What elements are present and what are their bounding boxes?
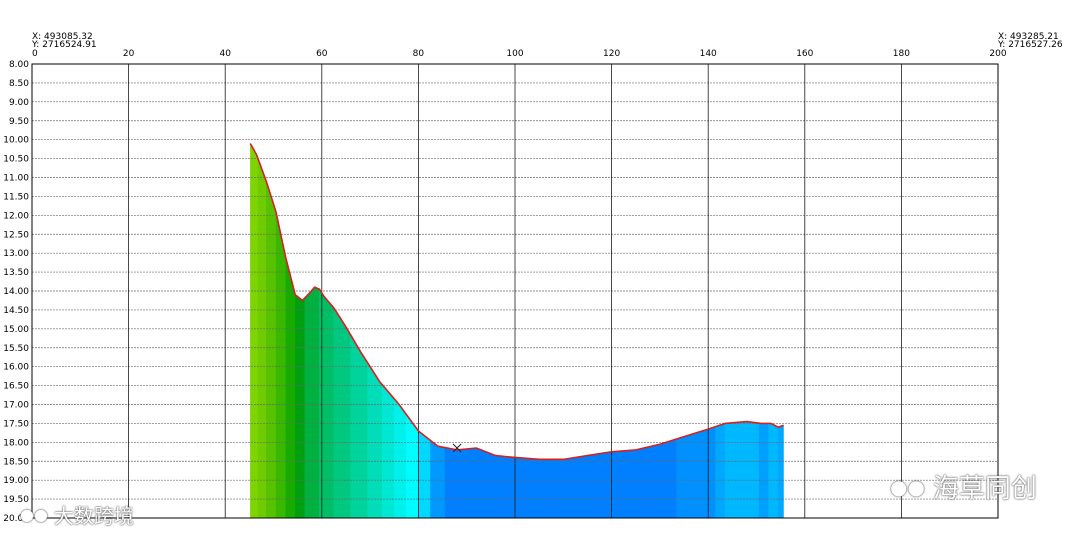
watermark-right-text: 海草同创 (932, 474, 1037, 504)
y-tick-label: 15.50 (3, 344, 29, 354)
y-tick-label: 17.00 (3, 401, 29, 411)
left-y-coordinate: Y: 2716524.91 (32, 40, 97, 50)
y-tick-label: 8.00 (9, 60, 29, 70)
fill-band (778, 425, 784, 519)
x-tick-label: 120 (603, 49, 620, 59)
watermark-left-text: 大数跨境 (53, 504, 134, 528)
y-tick-label: 8.50 (9, 79, 29, 89)
y-tick-label: 12.50 (3, 230, 29, 240)
fill-band (676, 426, 716, 519)
x-tick-label: 160 (796, 49, 813, 59)
y-tick-label: 9.50 (9, 117, 29, 127)
fill-band (444, 438, 677, 519)
fill-band (367, 362, 383, 519)
x-tick-label: 140 (700, 49, 717, 59)
fill-band (285, 256, 296, 519)
x-axis-labels: 0 20 40 60 80 100 120 140 160 180 200 (32, 49, 1007, 59)
watermark-right: ●● 海草同创 (890, 468, 1037, 505)
y-tick-label: 20.00 (3, 514, 29, 524)
fill-band (295, 294, 306, 519)
fill-band (430, 440, 446, 519)
x-tick-label: 180 (893, 49, 910, 59)
y-tick-label: 17.50 (3, 419, 29, 429)
x-tick-label: 0 (32, 49, 38, 59)
y-tick-label: 14.50 (3, 306, 29, 316)
y-tick-label: 15.00 (3, 325, 29, 335)
plot-frame (31, 63, 999, 519)
y-tick-label: 10.00 (3, 136, 29, 146)
y-tick-label: 16.50 (3, 382, 29, 392)
y-tick-label: 10.50 (3, 155, 29, 165)
y-tick-label: 13.50 (3, 268, 29, 278)
fill-band (304, 286, 320, 519)
fill-band (768, 423, 779, 519)
y-tick-label: 18.50 (3, 457, 29, 467)
fill-band (406, 413, 419, 519)
x-tick-label: 60 (316, 49, 328, 59)
y-tick-label: 11.50 (3, 192, 29, 202)
x-tick-label: 40 (219, 49, 231, 59)
y-tick-label: 11.00 (3, 174, 29, 184)
x-tick-label: 200 (989, 49, 1006, 59)
right-y-coordinate: Y: 2716527.26 (998, 40, 1063, 50)
right-x-coordinate: X: 493285.21 (998, 32, 1059, 42)
y-tick-label: 18.00 (3, 438, 29, 448)
fill-band (266, 181, 277, 519)
fill-band (394, 398, 407, 519)
y-tick-label: 13.00 (3, 249, 29, 259)
y-tick-label: 19.00 (3, 476, 29, 486)
y-tick-label: 14.00 (3, 287, 29, 297)
y-tick-label: 12.00 (3, 211, 29, 221)
fill-band (350, 334, 368, 519)
marker-stroke (452, 443, 462, 453)
fill-band (257, 158, 267, 519)
wechat-icon: ●● (20, 505, 48, 524)
left-x-coordinate: X: 493085.32 (32, 32, 93, 42)
y-tick-label: 16.00 (3, 363, 29, 373)
fill-band (250, 142, 259, 519)
y-tick-label: 9.00 (9, 98, 29, 108)
x-tick-label: 20 (123, 49, 135, 59)
watermark-left: ●● 大数跨境 (20, 500, 134, 529)
fill-band (758, 422, 769, 519)
x-tick-label: 80 (413, 49, 425, 59)
x-gridlines (128, 64, 902, 518)
fill-band (715, 423, 726, 519)
fill-band (418, 430, 431, 519)
y-tick-label: 19.50 (3, 495, 29, 505)
fill-band (724, 421, 760, 519)
fill-band (275, 211, 286, 519)
x-tick-label: 100 (506, 49, 523, 59)
point-marker (452, 443, 462, 453)
area-fill (250, 142, 784, 519)
fill-band (333, 307, 351, 519)
series-line (249, 143, 784, 461)
y-axis-labels: 8.00 8.50 9.00 9.50 10.00 10.50 11.00 11.50 12.0… (3, 60, 29, 524)
wechat-icon: ●● (890, 474, 925, 499)
